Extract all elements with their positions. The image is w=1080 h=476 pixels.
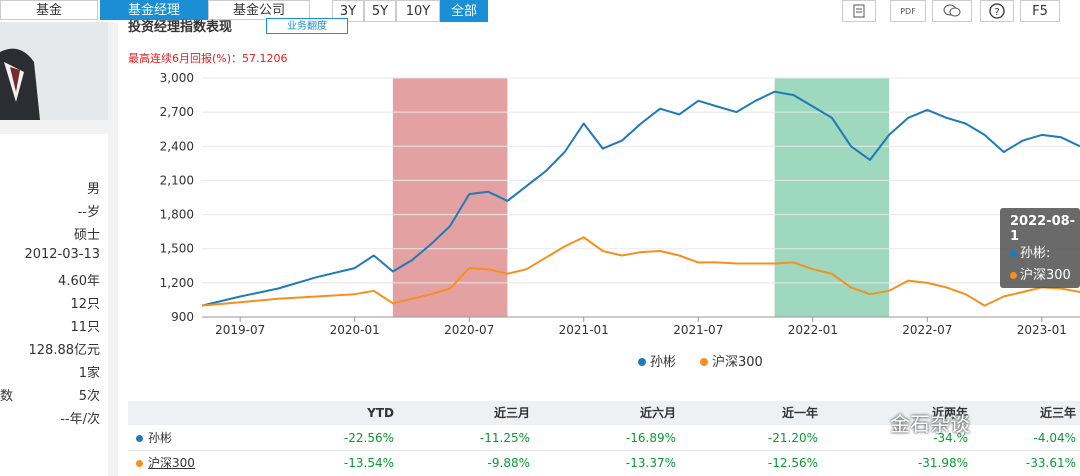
table-row: 孙彬 -22.56% -11.25% -16.89% -21.20% -34.%… [128, 426, 1080, 450]
tab-fund[interactable]: 基金 [0, 0, 98, 20]
legend-label: 沪深300 [712, 354, 763, 370]
table-header-row: YTD 近三月 近六月 近一年 近两年 近三年 [128, 401, 1080, 425]
tooltip-date: 2022-08-1 [1010, 214, 1076, 244]
cell-1y: -12.56% [767, 456, 818, 470]
refresh-button[interactable]: F5 [1020, 0, 1060, 22]
manager-photo [0, 22, 108, 120]
y-tick-label: 2,100 [160, 173, 194, 187]
top-bar: 基金 基金经理 基金公司 3Y 5Y 10Y 全部 PDF ? F5 [0, 0, 1080, 22]
y-tick-label: 1,800 [160, 208, 194, 222]
age-value: --岁 [77, 205, 100, 220]
x-tick-label: 2022-07 [902, 323, 952, 337]
performance-table: YTD 近三月 近六月 近一年 近两年 近三年 孙彬 -22.56% -11.2… [128, 401, 1080, 476]
cell-3y: -33.61% [1025, 456, 1076, 470]
chart-tooltip: 2022-08-1 孙彬: 沪深300 [1000, 208, 1080, 288]
change-frequency-value: --年/次 [60, 412, 100, 427]
cell-ytd: -22.56% [343, 431, 394, 445]
x-tick-label: 2020-07 [444, 323, 494, 337]
partial-label: 数 [0, 389, 14, 404]
range-10y[interactable]: 10Y [396, 0, 440, 22]
range-all[interactable]: 全部 [440, 0, 488, 22]
y-tick-label: 3,000 [160, 71, 194, 85]
y-tick-label: 900 [171, 310, 194, 324]
row-name: 沪深300 [136, 451, 256, 475]
manager-info-card: 男 --岁 硕士 2012-03-13 4.60年 12只 11只 128.88… [0, 134, 108, 476]
x-tick-label: 2021-01 [559, 323, 609, 337]
gender-value: 男 [86, 182, 100, 197]
wechat-icon[interactable] [932, 0, 972, 22]
cell-2y: -34.% [933, 431, 968, 445]
chart-svg: 3,000 2,700 2,400 2,100 1,800 1,500 1,200 900 20… [160, 71, 1080, 370]
highlight-band [392, 78, 508, 317]
managed-funds-value: 12只 [70, 297, 100, 312]
chart-option-button[interactable]: 业务翻度 [266, 18, 348, 34]
highlight-band [774, 78, 890, 317]
manager-panel: 男 --岁 硕士 2012-03-13 4.60年 12只 11只 128.88… [0, 22, 118, 476]
start-date-value: 2012-03-13 [24, 247, 100, 262]
performance-chart: 投资经理指数表现 业务翻度 最高连续6月回报(%)：57.1206 3,000 2… [128, 18, 1080, 394]
x-tick-label: 2019-07 [215, 323, 265, 337]
aum-value: 128.88亿元 [28, 343, 101, 358]
tab-fund-manager[interactable]: 基金经理 [100, 0, 208, 20]
education-value: 硕士 [73, 228, 100, 243]
cell-3y: -4.04% [1033, 431, 1076, 445]
max-return-label: 最高连续6月回报(%)：57.1206 [128, 52, 288, 65]
col-6m: 近六月 [639, 406, 676, 420]
x-tick-label: 2022-01 [788, 323, 838, 337]
tenure-value: 4.60年 [58, 274, 100, 289]
cell-ytd: -13.54% [343, 456, 394, 470]
companies-value: 1家 [78, 366, 100, 381]
col-ytd: YTD [367, 406, 394, 420]
series-line-index [201, 236, 1080, 307]
legend-marker [638, 358, 646, 366]
x-tick-label: 2023-01 [1017, 323, 1067, 337]
chart-title: 投资经理指数表现 [128, 20, 233, 35]
table-row: 沪深300 -13.54% -9.88% -13.37% -12.56% -31… [128, 450, 1080, 475]
current-funds-value: 11只 [70, 320, 100, 335]
series-line-manager [201, 90, 1080, 307]
watermark: 金石杂谈 [890, 412, 970, 436]
col-3y: 近三年 [1039, 406, 1076, 420]
job-changes-value: 5次 [78, 389, 100, 404]
range-3y[interactable]: 3Y [332, 0, 364, 22]
cell-6m: -13.37% [625, 456, 676, 470]
legend-label: 孙彬 [650, 355, 676, 370]
col-2y: 近两年 [931, 406, 968, 420]
cell-3m: -9.88% [487, 456, 530, 470]
x-tick-label: 2021-07 [673, 323, 723, 337]
cell-2y: -31.98% [917, 456, 968, 470]
x-tick-label: 2020-01 [330, 323, 380, 337]
tooltip-series2: 沪深300 [1010, 264, 1071, 283]
export-icon[interactable] [842, 0, 876, 22]
y-tick-label: 1,500 [160, 242, 194, 256]
tooltip-series1: 孙彬: [1010, 242, 1050, 261]
col-3m: 近三月 [493, 406, 530, 420]
cell-3m: -11.25% [479, 431, 530, 445]
row-name: 孙彬 [136, 426, 256, 450]
col-1y: 近一年 [781, 406, 818, 420]
y-tick-label: 2,400 [160, 139, 194, 153]
cell-1y: -21.20% [767, 431, 818, 445]
svg-text:?: ? [994, 7, 999, 18]
y-tick-label: 1,200 [160, 276, 194, 290]
y-tick-label: 2,700 [160, 105, 194, 119]
range-5y[interactable]: 5Y [364, 0, 396, 22]
cell-6m: -16.89% [625, 431, 676, 445]
tab-fund-company[interactable]: 基金公司 [208, 0, 310, 20]
pdf-button[interactable]: PDF [890, 0, 926, 22]
help-icon[interactable]: ? [980, 0, 1014, 22]
legend-marker [700, 358, 708, 366]
